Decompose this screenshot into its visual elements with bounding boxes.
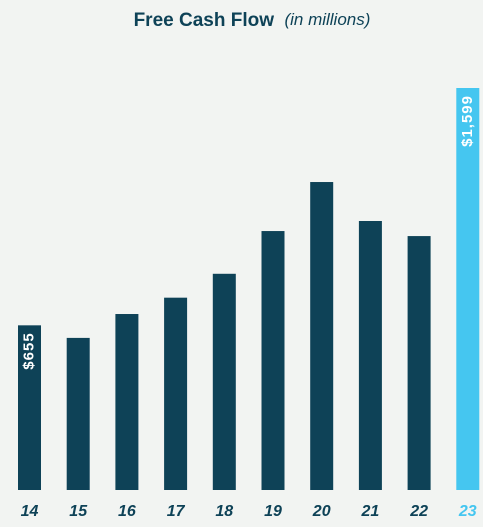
x-tick-label: 15	[69, 503, 88, 520]
bar	[456, 88, 480, 490]
value-label: $1,599	[459, 95, 476, 147]
bar	[261, 231, 285, 490]
bar	[164, 297, 188, 490]
x-tick-label: 19	[264, 503, 282, 520]
x-tick-label: 21	[361, 503, 380, 520]
chart-title: Free Cash Flow	[134, 10, 275, 31]
bar	[310, 182, 334, 491]
bar	[66, 337, 90, 490]
x-tick-label: 20	[312, 503, 331, 520]
x-tick-label: 14	[21, 503, 39, 520]
bar	[407, 236, 431, 490]
x-tick-label: 16	[118, 503, 136, 520]
chart-title-group: Free Cash Flow (in millions)	[134, 10, 371, 31]
x-tick-label: 17	[167, 503, 186, 520]
bar	[212, 273, 236, 490]
bar	[358, 220, 382, 490]
chart-subtitle: (in millions)	[284, 10, 370, 29]
x-tick-label: 23	[458, 503, 477, 520]
value-label: $655	[20, 332, 37, 369]
x-tick-label: 22	[409, 503, 428, 520]
bar	[115, 314, 139, 490]
bar	[18, 325, 41, 490]
x-tick-label: 18	[215, 503, 233, 520]
